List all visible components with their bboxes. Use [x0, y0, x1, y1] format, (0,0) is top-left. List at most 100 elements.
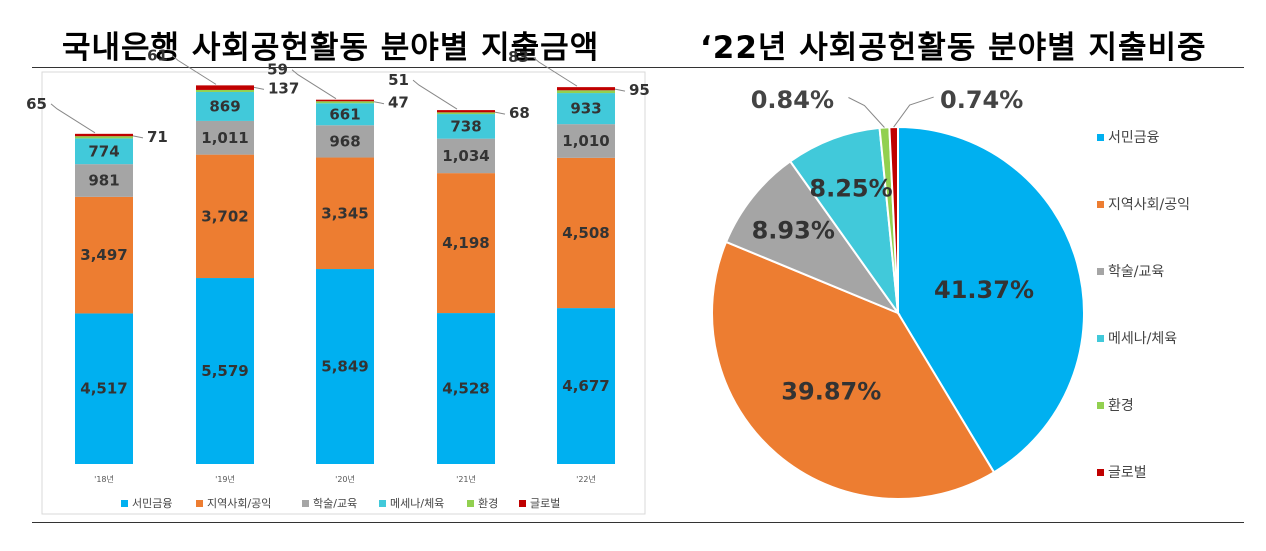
leader-line-global-4	[494, 111, 506, 115]
legend-swatch-지역사회-공익	[196, 500, 203, 507]
pie-legend-label-환경: 환경	[1108, 398, 1134, 414]
data-label-메세나-체육-2: 869	[209, 97, 240, 115]
pie-legend-label-서민금융: 서민금융	[1108, 130, 1160, 146]
leader-line-env-3	[291, 69, 337, 100]
data-label-global-3: 47	[388, 94, 409, 112]
bar-글로벌-4	[437, 110, 495, 113]
bar-학술-교육-1	[75, 164, 133, 197]
bar-메세나-체육-4	[437, 114, 495, 139]
bar-지역사회-공익-5	[557, 157, 615, 309]
bottom-rule	[32, 522, 1244, 523]
pie-leader-env	[848, 97, 885, 128]
pie-slice-학술-교육	[724, 159, 901, 316]
data-label-서민금융-3: 5,849	[321, 358, 368, 376]
data-label-메세나-체육-1: 774	[88, 142, 119, 160]
top-rule	[32, 67, 1244, 68]
x-tick-label-5: '22년	[576, 474, 596, 484]
data-label-env-2: 61	[147, 46, 168, 64]
legend-label-서민금융: 서민금융	[132, 497, 172, 510]
bar-환경-3	[316, 101, 374, 104]
pie-legend-label-글로벌: 글로벌	[1108, 465, 1147, 481]
data-label-지역사회-공익-4: 4,198	[442, 234, 489, 252]
data-label-메세나-체육-3: 661	[329, 105, 360, 123]
data-label-학술-교육-3: 968	[329, 132, 360, 150]
legend-swatch-서민금융	[121, 500, 128, 507]
legend-swatch-메세나-체육	[379, 500, 386, 507]
bar-글로벌-3	[316, 99, 374, 102]
bar-글로벌-5	[557, 87, 615, 91]
legend-swatch-환경	[467, 500, 474, 507]
x-tick-label-1: '18년	[94, 474, 114, 484]
data-label-메세나-체육-4: 738	[450, 117, 481, 135]
data-label-지역사회-공익-1: 3,497	[80, 246, 127, 264]
bar-환경-2	[196, 89, 254, 92]
bar-메세나-체육-3	[316, 103, 374, 126]
legend-label-메세나-체육: 메세나/체육	[390, 497, 444, 510]
bar-서민금융-5	[557, 308, 615, 464]
data-label-env-1: 65	[26, 95, 47, 113]
data-label-서민금융-4: 4,528	[442, 380, 489, 398]
bar-chart-title: 국내은행 사회공헌활동 분야별 지출금액	[62, 30, 600, 66]
bar-학술-교육-3	[316, 125, 374, 158]
bar-학술-교육-2	[196, 120, 254, 155]
bar-서민금융-1	[75, 313, 133, 464]
bar-chart-frame	[41, 71, 646, 515]
data-label-지역사회-공익-2: 3,702	[201, 207, 248, 225]
pie-label-env: 0.84%	[751, 86, 834, 114]
pie-legend-swatch-서민금융	[1097, 134, 1104, 141]
data-label-env-5: 83	[508, 48, 529, 66]
data-label-메세나-체육-5: 933	[570, 100, 601, 118]
bar-지역사회-공익-2	[196, 154, 254, 279]
data-label-env-4: 51	[388, 71, 409, 89]
data-label-global-5: 95	[629, 81, 650, 99]
pie-label-지역사회-공익: 39.87%	[781, 378, 881, 406]
pie-slice-메세나-체육	[788, 126, 900, 317]
bar-학술-교육-4	[437, 138, 495, 174]
bar-서민금융-3	[316, 269, 374, 464]
data-label-서민금융-2: 5,579	[201, 362, 248, 380]
leader-line-env-1	[50, 103, 96, 134]
leader-line-global-3	[373, 101, 385, 105]
pie-legend-label-지역사회-공익: 지역사회/공익	[1108, 197, 1190, 213]
legend-label-지역사회-공익: 지역사회/공익	[207, 497, 271, 510]
pie-legend-swatch-환경	[1097, 402, 1104, 409]
legend-swatch-글로벌	[519, 500, 526, 507]
pie-legend-label-학술-교육: 학술/교육	[1108, 264, 1164, 280]
bar-글로벌-2	[196, 85, 254, 90]
bar-메세나-체육-2	[196, 91, 254, 121]
bar-메세나-체육-5	[557, 93, 615, 125]
pie-legend-swatch-학술-교육	[1097, 268, 1104, 275]
data-label-지역사회-공익-3: 3,345	[321, 204, 368, 222]
leader-line-env-4	[412, 79, 458, 110]
pie-legend-swatch-메세나-체육	[1097, 335, 1104, 342]
leader-line-env-2	[171, 54, 217, 85]
data-label-env-3: 59	[267, 61, 288, 79]
pie-legend-swatch-글로벌	[1097, 469, 1104, 476]
legend-label-학술-교육: 학술/교육	[313, 497, 357, 510]
bar-서민금융-4	[437, 313, 495, 464]
pie-label-메세나-체육: 8.25%	[809, 175, 892, 203]
pie-leader-global	[893, 96, 934, 128]
data-label-학술-교육-4: 1,034	[442, 147, 489, 165]
legend-swatch-학술-교육	[302, 500, 309, 507]
pie-chart-title: ‘22년 사회공헌활동 분야별 지출비중	[700, 30, 1207, 66]
bar-지역사회-공익-3	[316, 157, 374, 270]
data-label-global-2: 137	[268, 79, 299, 97]
data-label-지역사회-공익-5: 4,508	[562, 224, 609, 242]
bar-지역사회-공익-4	[437, 173, 495, 314]
data-label-학술-교육-1: 981	[88, 172, 119, 190]
leader-line-global-1	[132, 135, 144, 139]
bar-지역사회-공익-1	[75, 196, 133, 314]
data-label-학술-교육-2: 1,011	[201, 129, 248, 147]
bar-환경-4	[437, 112, 495, 115]
pie-legend-label-메세나-체육: 메세나/체육	[1108, 331, 1177, 347]
data-label-서민금융-1: 4,517	[80, 380, 127, 398]
pie-slice-지역사회-공익	[711, 240, 996, 500]
leader-line-global-2	[253, 86, 265, 90]
leader-line-env-5	[532, 56, 578, 87]
data-label-global-4: 68	[509, 104, 530, 122]
data-label-학술-교육-5: 1,010	[562, 132, 609, 150]
legend-label-환경: 환경	[478, 497, 498, 510]
bar-학술-교육-5	[557, 124, 615, 158]
